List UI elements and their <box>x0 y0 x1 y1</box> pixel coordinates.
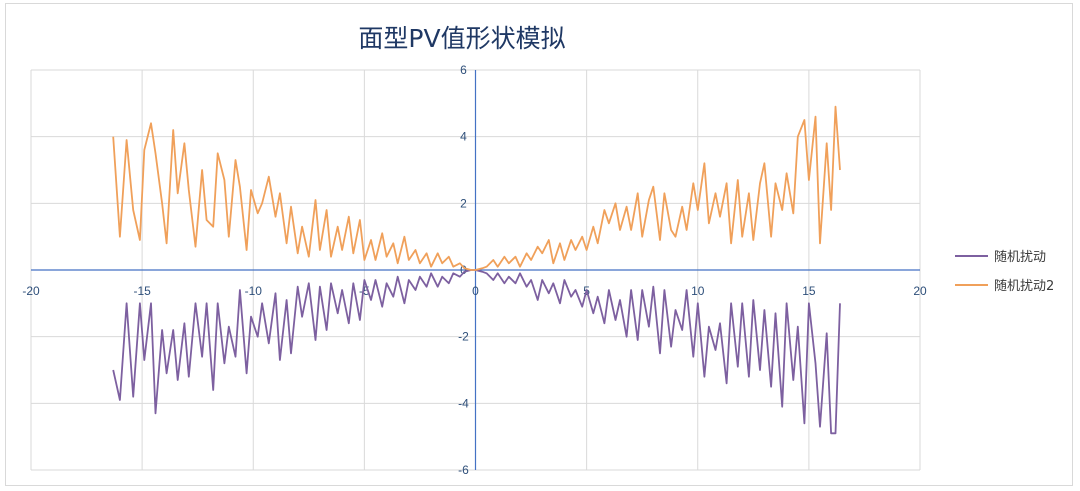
x-tick-label: -5 <box>359 284 370 298</box>
x-tick-label: -15 <box>133 284 151 298</box>
x-tick-label: 0 <box>472 284 479 298</box>
series-line-1 <box>112 269 841 435</box>
series-line-2 <box>112 105 841 271</box>
y-tick-label: -6 <box>458 463 469 477</box>
x-tick-label: -20 <box>22 284 40 298</box>
x-tick-label: -10 <box>245 284 263 298</box>
y-tick-label: 4 <box>460 130 467 144</box>
legend-label-1: 随机扰动 <box>994 250 1046 265</box>
y-tick-label: 6 <box>460 63 467 77</box>
y-tick-label: -2 <box>458 330 469 344</box>
y-tick-label: 0 <box>460 263 467 277</box>
y-tick-label: 2 <box>460 196 467 210</box>
chart-frame <box>5 3 1073 486</box>
x-tick-label: 20 <box>913 284 927 298</box>
series-lines <box>112 105 841 435</box>
x-tick-label: 15 <box>802 284 816 298</box>
y-tick-label: -4 <box>458 396 469 410</box>
chart-title: 面型PV值形状模拟 <box>358 24 565 53</box>
x-tick-label: 10 <box>691 284 705 298</box>
legend-label-2: 随机扰动2 <box>994 279 1054 294</box>
